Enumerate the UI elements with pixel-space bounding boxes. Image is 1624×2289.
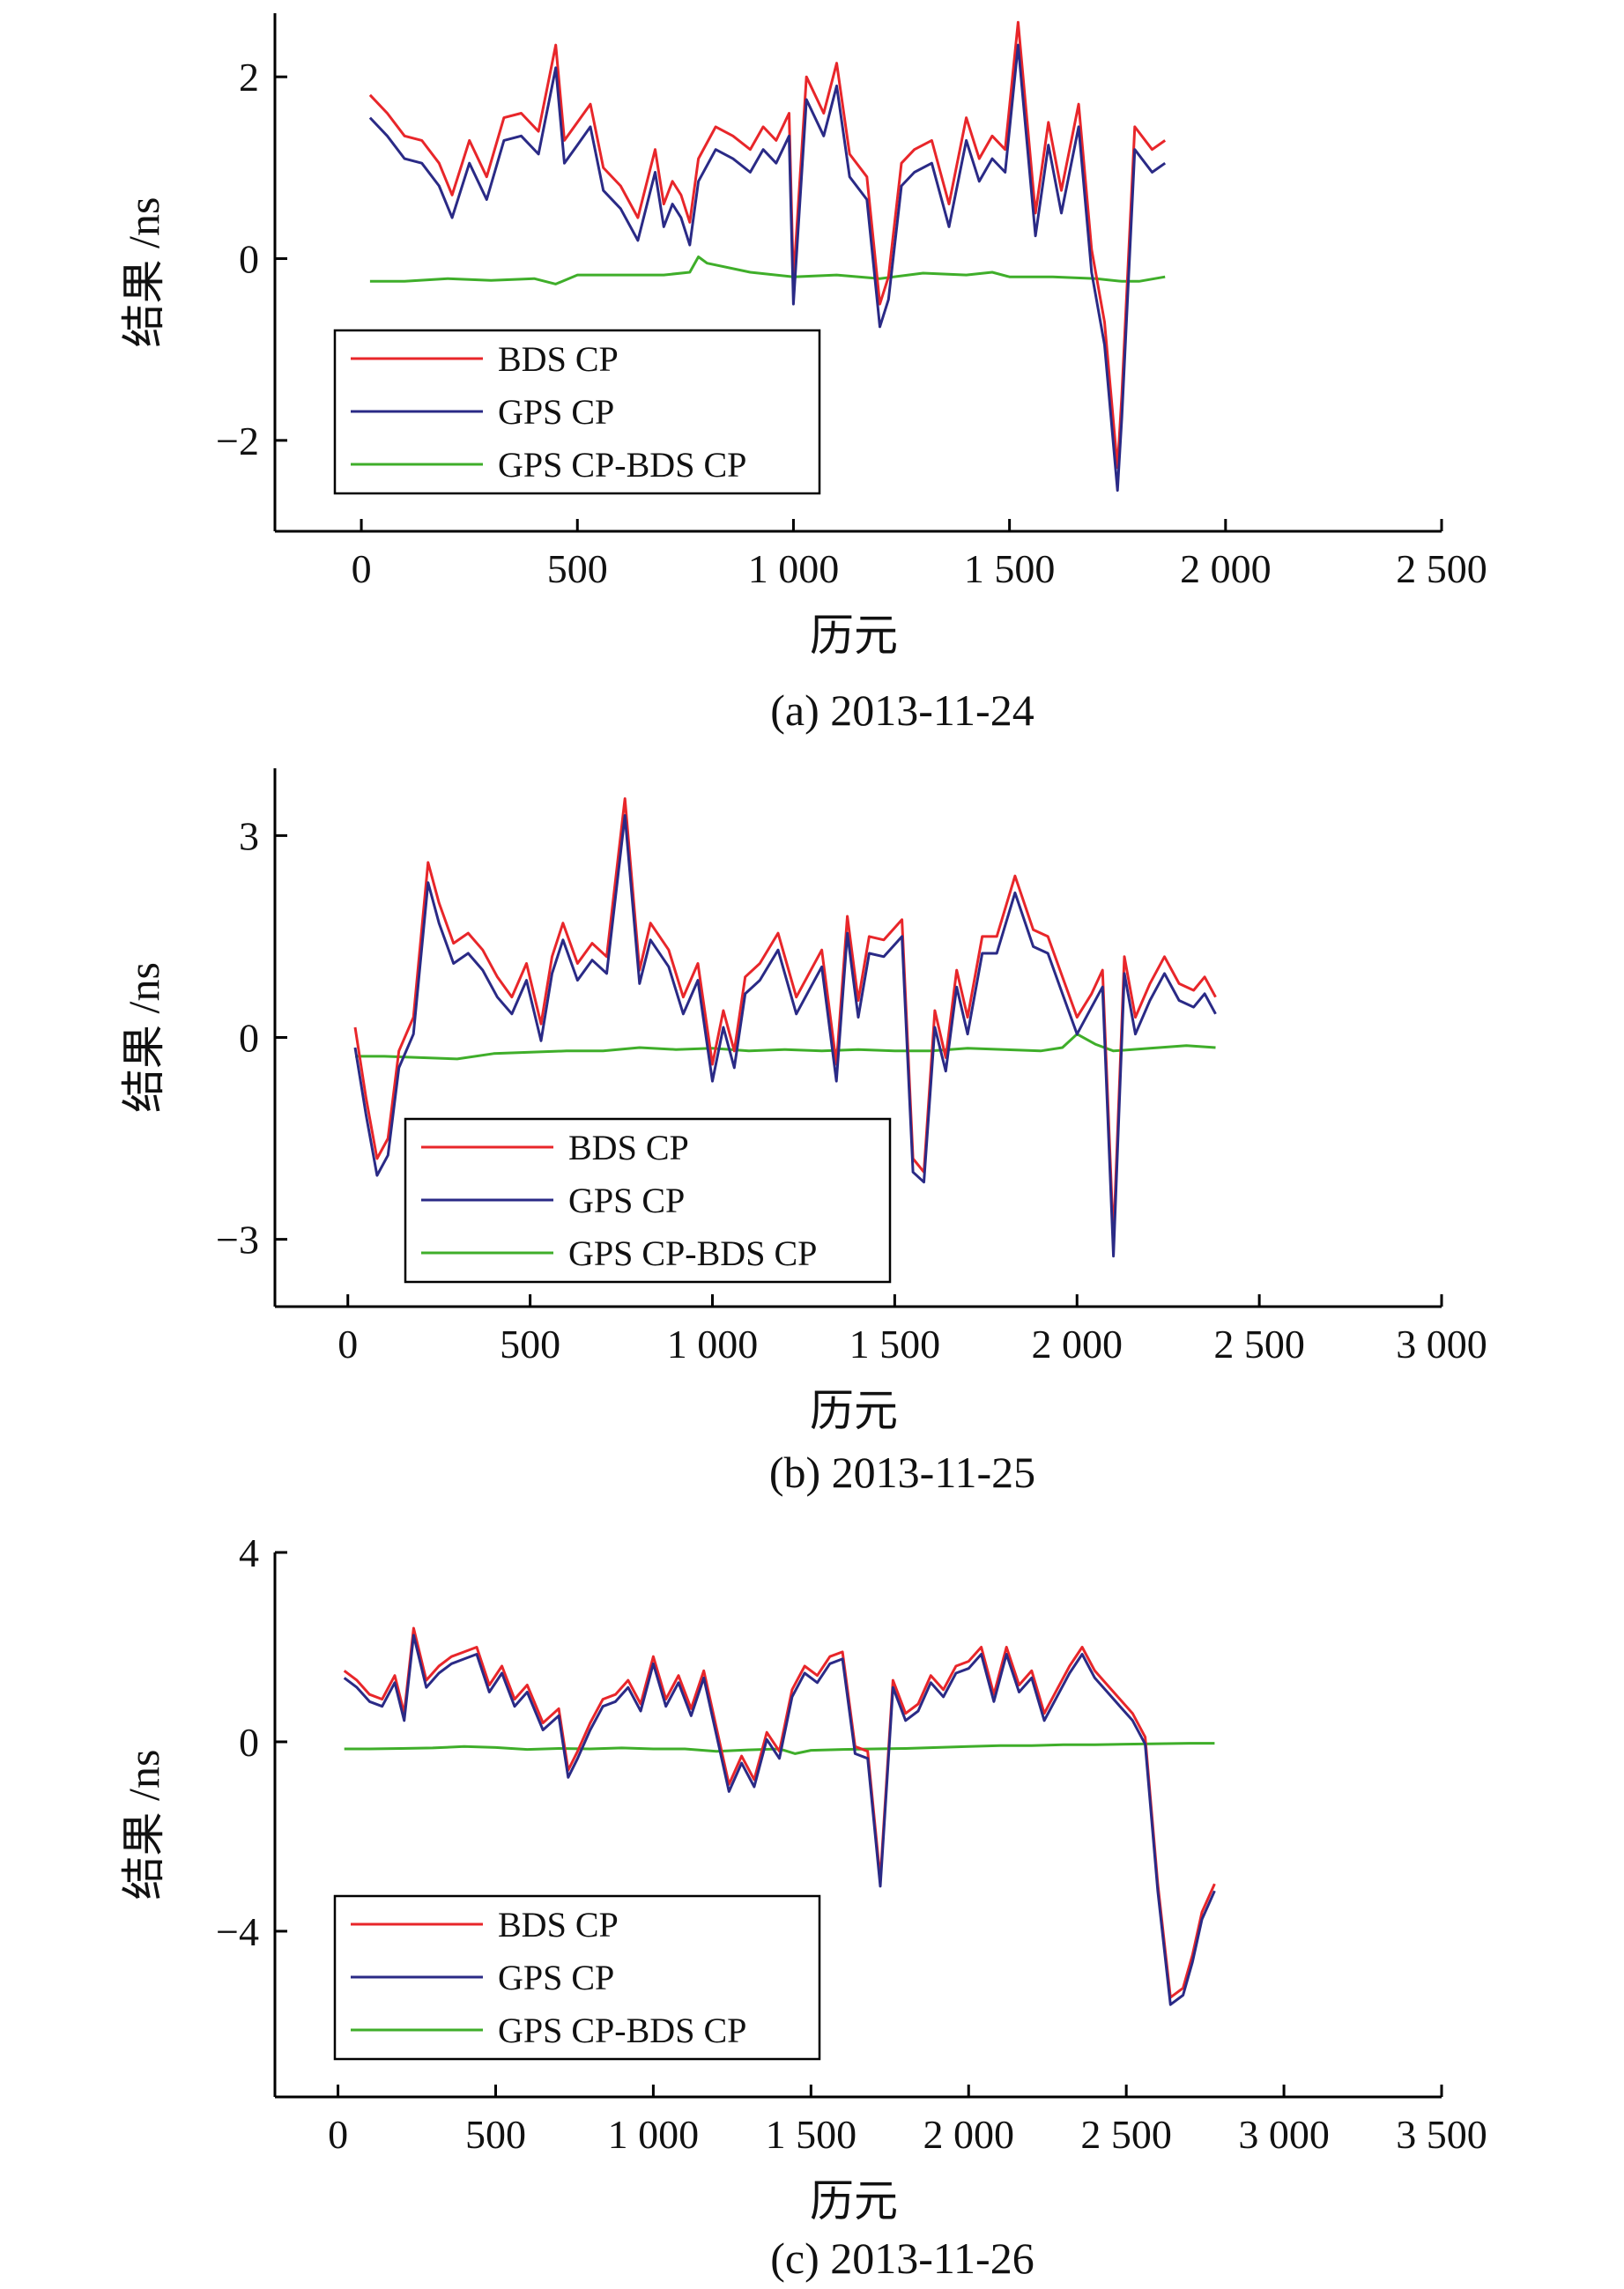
x-tick-label: 0 [328, 2112, 348, 2157]
x-tick-label: 3 500 [1396, 2112, 1487, 2157]
y-tick-label: 0 [239, 237, 259, 282]
x-tick-label: 1 500 [964, 546, 1056, 591]
y-tick-label: 0 [239, 1720, 259, 1765]
y-tick-label: −4 [216, 1909, 259, 1954]
series-line-diff [355, 1033, 1216, 1061]
series-line-bds [343, 1626, 1216, 1999]
series-line-bds [368, 20, 1167, 470]
legend-entry: GPS CP [498, 1958, 614, 1997]
y-tick-label: 4 [239, 1530, 259, 1575]
x-tick-label: 2 500 [1213, 1322, 1305, 1367]
x-tick-label: 2 500 [1396, 546, 1487, 591]
series-line-gps [343, 1633, 1216, 2006]
x-axis-label: 历元 [810, 611, 898, 660]
x-tick-label: 500 [500, 1322, 560, 1367]
y-tick-label: 0 [239, 1016, 259, 1061]
series-line-bds [353, 796, 1217, 1241]
y-axis-label: 结果 /ns [119, 1750, 168, 1900]
y-axis-label: 结果 /ns [119, 197, 168, 348]
x-tick-label: 1 500 [849, 1322, 941, 1367]
legend-entry: GPS CP-BDS CP [568, 1233, 817, 1273]
legend-entry: GPS CP [498, 392, 614, 432]
x-tick-label: 2 000 [1032, 1322, 1123, 1367]
y-tick-label: 2 [239, 55, 259, 100]
series-line-diff [344, 1742, 1215, 1755]
chart-caption: (a) 2013-11-24 [770, 685, 1034, 735]
panel-c: 0 500 1 000 1 500 2 000 2 500 3 000 3 500 −4 0 4 历元… [119, 1530, 1487, 2283]
x-tick-label: 0 [337, 1322, 358, 1367]
panel-a: 0 500 1 000 1 500 2 000 2 500 −2 0 2 历元 结果 /ns (a) … [119, 13, 1487, 735]
legend-entry: GPS CP-BDS CP [498, 445, 746, 485]
x-tick-label: 500 [465, 2112, 526, 2157]
x-tick-label: 3 000 [1238, 2112, 1330, 2157]
x-tick-label: 2 000 [1180, 546, 1272, 591]
legend-entry: BDS CP [568, 1128, 689, 1167]
series-line-gps [368, 43, 1167, 493]
panel-b: 0 500 1 000 1 500 2 000 2 500 3 000 −3 0 3 历元 结果 /n… [119, 768, 1487, 1497]
legend-entry: BDS CP [498, 1905, 619, 1945]
x-tick-label: 1 000 [667, 1322, 759, 1367]
y-tick-label: −2 [216, 419, 259, 463]
series-line-diff [369, 256, 1166, 285]
x-tick-label: 1 000 [608, 2112, 700, 2157]
legend-entry: GPS CP [568, 1181, 685, 1220]
y-tick-label: −3 [216, 1218, 259, 1263]
x-tick-label: 1 000 [748, 546, 840, 591]
y-tick-label: 3 [239, 813, 259, 858]
series-line-gps [353, 814, 1217, 1258]
x-tick-label: 3 000 [1396, 1322, 1487, 1367]
legend-entry: BDS CP [498, 339, 619, 379]
x-axis-label: 历元 [810, 1386, 898, 1435]
chart-caption: (c) 2013-11-26 [770, 2233, 1034, 2283]
x-tick-label: 2 000 [923, 2112, 1014, 2157]
x-tick-label: 1 500 [766, 2112, 857, 2157]
x-axis-label: 历元 [810, 2176, 898, 2226]
legend-entry: GPS CP-BDS CP [498, 2011, 746, 2050]
x-tick-label: 500 [547, 546, 608, 591]
y-axis-label: 结果 /ns [119, 962, 168, 1113]
x-tick-label: 2 500 [1080, 2112, 1172, 2157]
x-tick-label: 0 [352, 546, 372, 591]
chart-caption: (b) 2013-11-25 [769, 1448, 1035, 1497]
